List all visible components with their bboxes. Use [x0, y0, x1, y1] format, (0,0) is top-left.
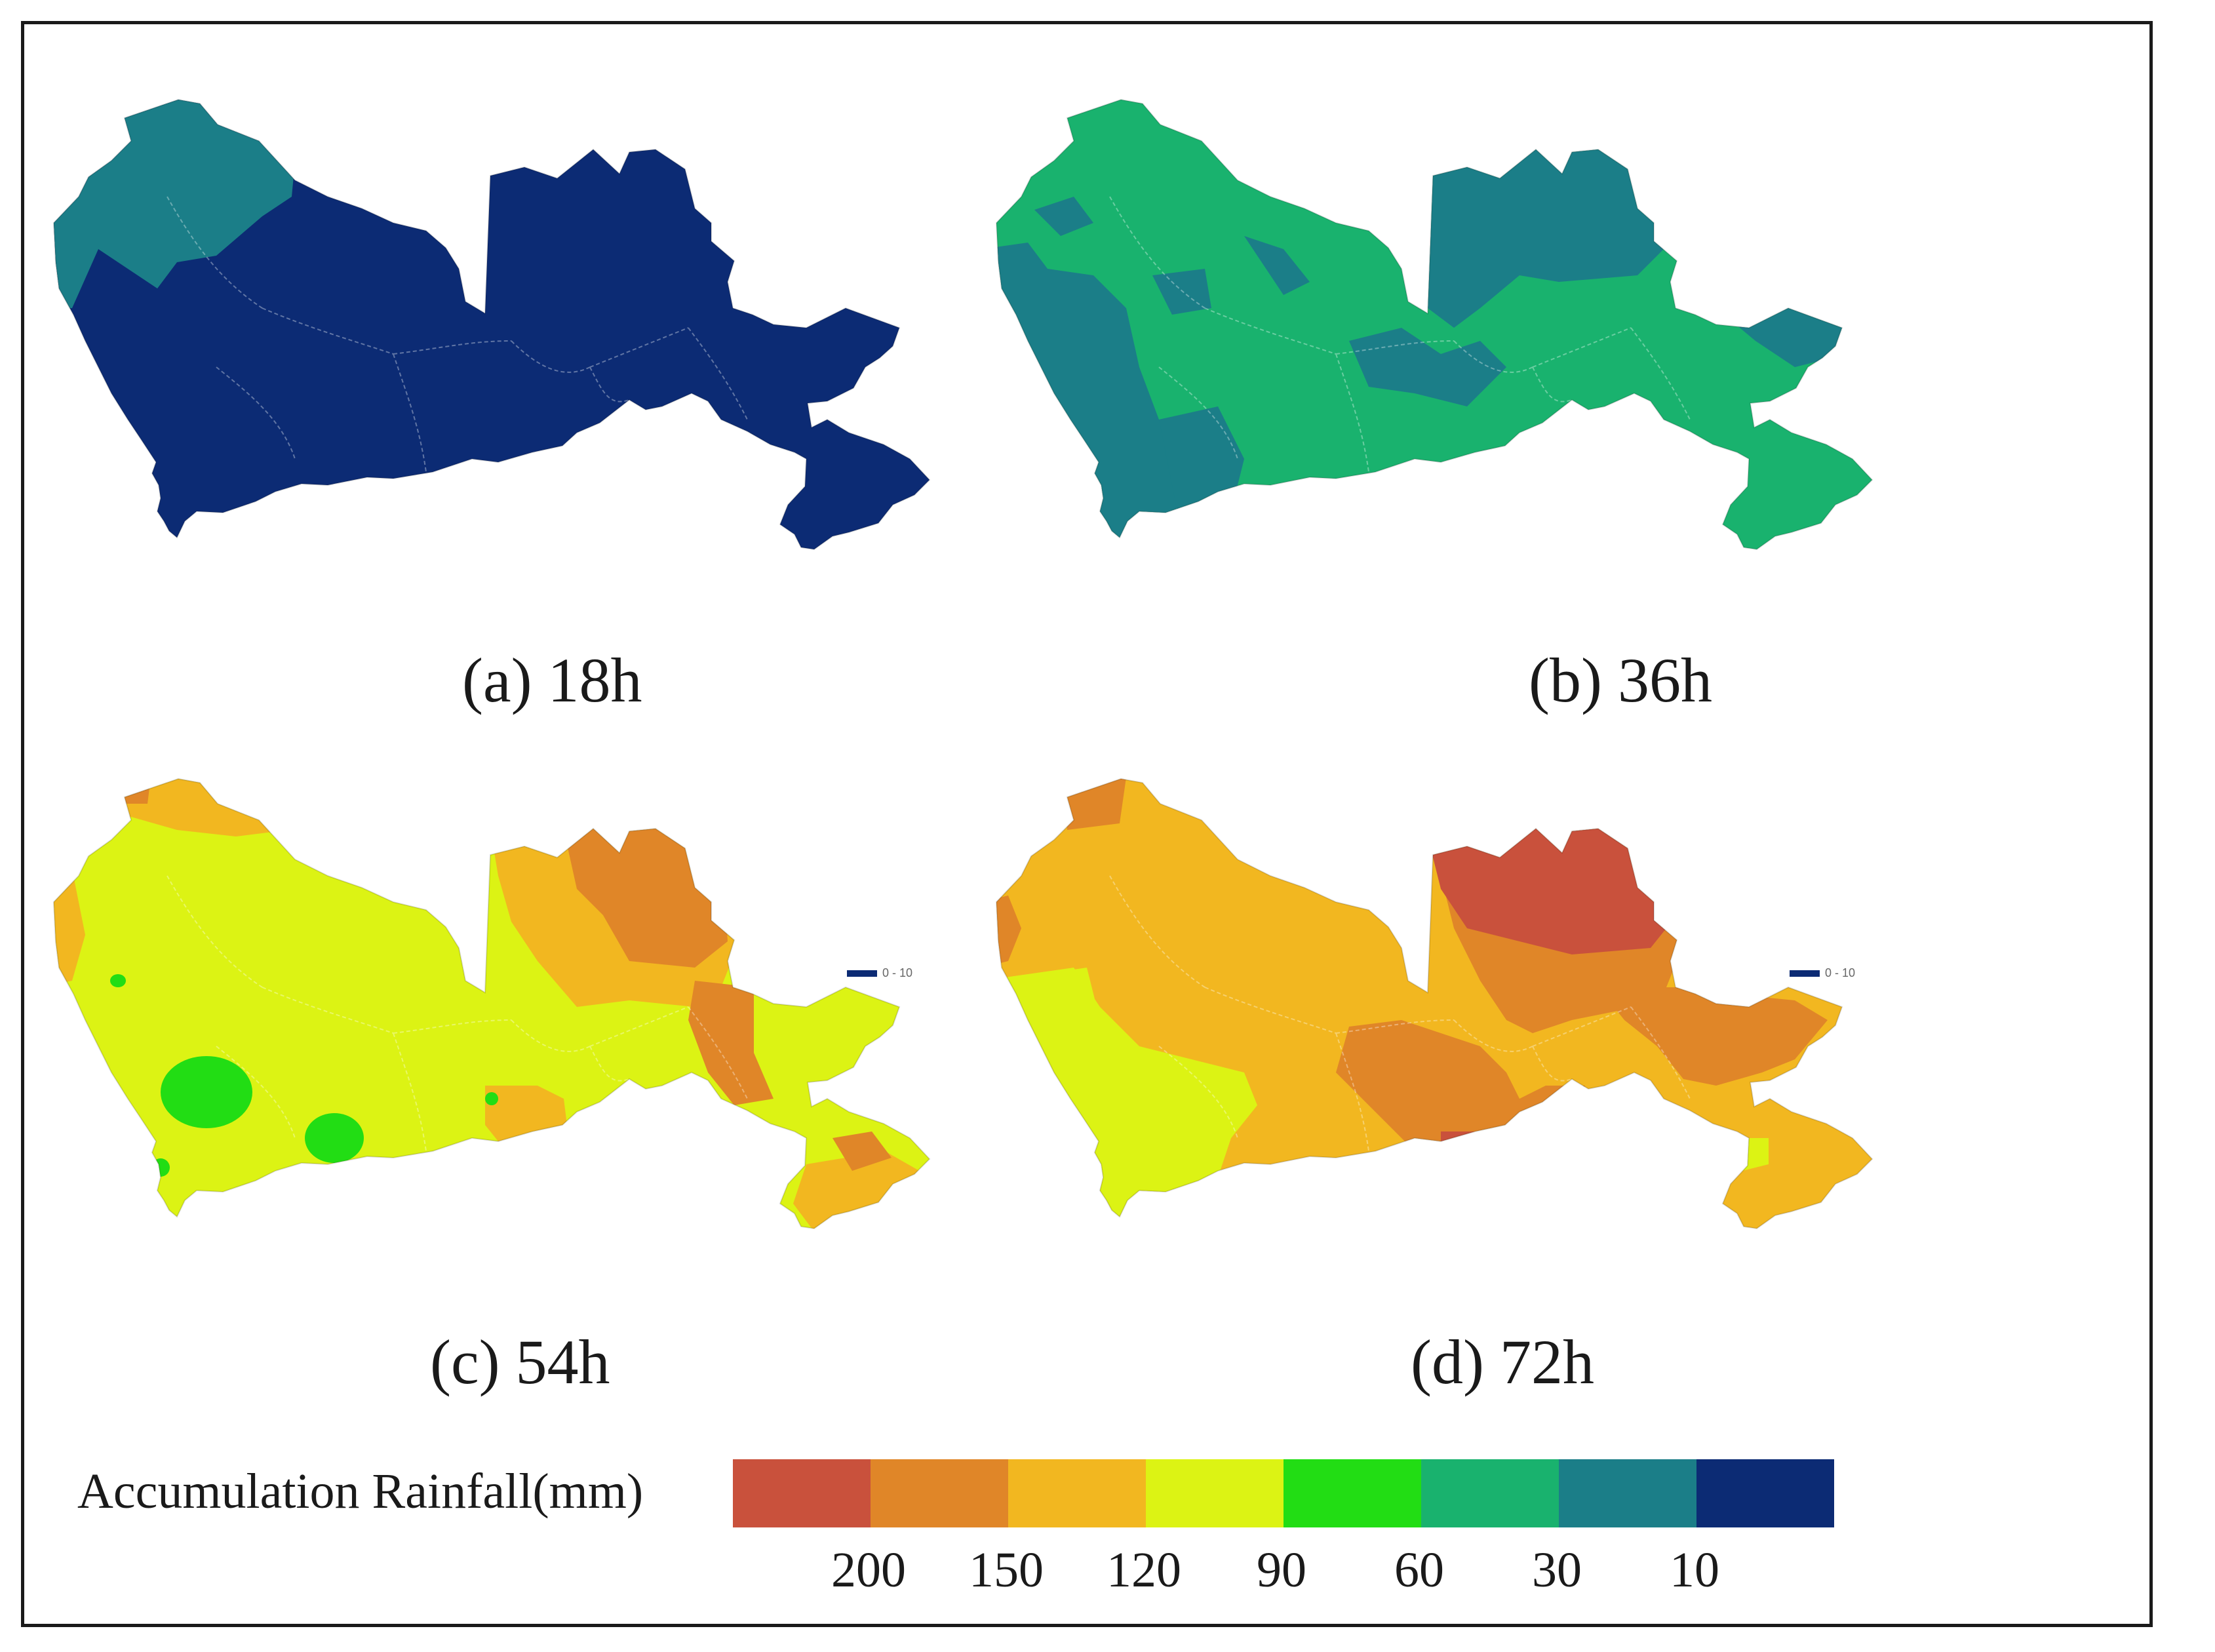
- legend-title: Accumulation Rainfall(mm): [77, 1464, 644, 1519]
- legend-color-swatch: [871, 1459, 1008, 1527]
- rainfall-zone: [1244, 236, 1310, 295]
- region-outline: [995, 777, 1873, 1230]
- region-outline: [995, 98, 1873, 551]
- rainfall-zone: [833, 1131, 892, 1171]
- rainfall-zone: [1336, 1020, 1585, 1190]
- caption-panel-b: (b) 36h: [1529, 645, 1712, 715]
- rainfall-zone: [305, 1113, 364, 1163]
- legend-color-swatch: [1559, 1459, 1696, 1527]
- inset-legend-d: 0 - 10: [1790, 966, 1855, 979]
- rainfall-zone: [1428, 823, 1677, 954]
- rainfall-zone: [54, 100, 930, 549]
- legend-color-swatch: [1421, 1459, 1559, 1527]
- district-boundary: [167, 875, 748, 1152]
- legend-color-swatch: [733, 1459, 871, 1527]
- legend-color-swatch: [1284, 1459, 1421, 1527]
- figure-frame: [21, 21, 2153, 1627]
- region-outline: [52, 98, 931, 551]
- district-boundary: [167, 196, 748, 473]
- legend-tick: 200: [831, 1543, 906, 1598]
- rainfall-zone: [1349, 328, 1506, 406]
- district-boundary: [1109, 196, 1691, 473]
- legend-tick: 120: [1107, 1543, 1181, 1598]
- svg-text:0 - 10: 0 - 10: [1825, 966, 1855, 979]
- rainfall-zone: [1249, 1166, 1278, 1189]
- district-boundary: [1109, 875, 1691, 1152]
- map-panel-c: [52, 777, 931, 1230]
- rainfall-zone: [564, 823, 728, 968]
- map-panel-b: [995, 98, 1873, 551]
- rainfall-zone: [996, 895, 1021, 968]
- rainfall-zone: [54, 869, 85, 987]
- region-outline: [52, 777, 931, 1230]
- rainfall-zone: [1362, 144, 1664, 328]
- map-panel-a: [52, 98, 931, 551]
- caption-panel-d: (d) 72h: [1411, 1327, 1594, 1397]
- legend-color-swatch: [1146, 1459, 1284, 1527]
- legend-colorbar: [733, 1459, 1834, 1527]
- rainfall-zone: [110, 974, 126, 987]
- rainfall-zone: [1041, 968, 1100, 1033]
- legend-tick: 30: [1532, 1543, 1582, 1598]
- legend-tick: 90: [1257, 1543, 1306, 1598]
- rainfall-zone: [485, 1092, 498, 1105]
- legend-tick: 60: [1394, 1543, 1444, 1598]
- rainfall-zone: [118, 779, 151, 804]
- legend-tick: 150: [969, 1543, 1044, 1598]
- caption-panel-c: (c) 54h: [430, 1327, 610, 1397]
- rainfall-zone: [161, 1056, 252, 1128]
- rainfall-zone: [1441, 1131, 1493, 1190]
- inset-legend-c: 0 - 10: [847, 966, 912, 979]
- map-panel-d: [995, 777, 1873, 1230]
- rainfall-zone: [688, 981, 774, 1105]
- legend-tick: 10: [1670, 1543, 1719, 1598]
- legend-color-swatch: [1008, 1459, 1146, 1527]
- rainfall-zone: [793, 1151, 930, 1229]
- rainfall-zone: [1034, 197, 1093, 236]
- rainfall-zone: [1152, 269, 1211, 315]
- rainfall-zone: [1159, 406, 1244, 518]
- rainfall-zone: [1061, 779, 1126, 830]
- caption-panel-a: (a) 18h: [462, 645, 642, 715]
- legend-color-swatch: [1696, 1459, 1834, 1527]
- rainfall-zone: [1598, 987, 1828, 1086]
- rainfall-zone: [996, 779, 1872, 1229]
- svg-text:0 - 10: 0 - 10: [882, 966, 912, 979]
